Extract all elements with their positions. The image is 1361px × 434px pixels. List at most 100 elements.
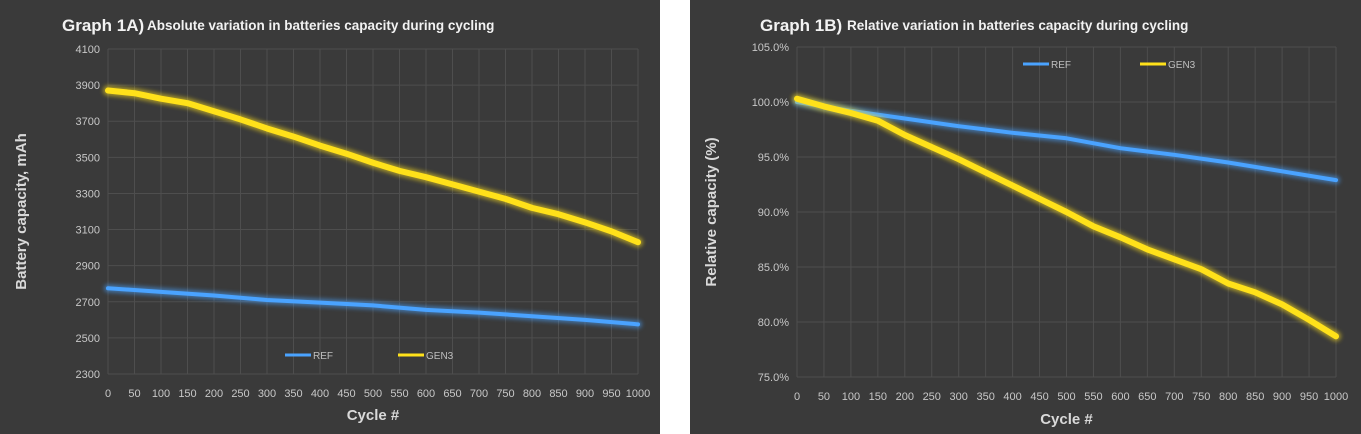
x-tick-label: 300 <box>950 391 968 403</box>
data-point-gen3 <box>292 135 295 138</box>
data-point-gen3 <box>398 169 401 173</box>
chart-absolute-capacity: 0 50 100 150 200 250 300 350 400 450 500 550 600 650 7… <box>13 16 650 424</box>
data-point-ref <box>212 294 216 297</box>
x-tick-label: 50 <box>818 391 830 403</box>
x-tick-label: 200 <box>205 388 223 400</box>
x-tick-label: 550 <box>1084 391 1102 403</box>
x-tick-label: 450 <box>1030 391 1048 403</box>
data-point-gen3 <box>557 213 560 216</box>
y-tick-label: 3500 <box>76 152 100 164</box>
data-point-gen3 <box>318 144 322 147</box>
data-point-ref <box>265 298 269 302</box>
data-point-gen3 <box>265 127 269 130</box>
x-tick-label: 500 <box>1057 391 1075 403</box>
x-tick-label: 150 <box>869 391 887 403</box>
data-point-ref <box>1065 137 1068 140</box>
data-point-gen3 <box>1280 303 1284 306</box>
data-point-ref <box>318 301 322 304</box>
data-point-ref <box>106 287 110 290</box>
x-tick-label: 50 <box>128 388 140 400</box>
x-tick-label: 1000 <box>1324 391 1348 403</box>
data-point-gen3 <box>930 145 933 149</box>
y-tick-label: 3700 <box>76 116 100 128</box>
x-tick-label: 250 <box>231 388 249 400</box>
y-tick-label: 4100 <box>76 44 100 56</box>
x-tick-label: 800 <box>1219 391 1237 403</box>
x-tick-label: 750 <box>1192 391 1210 403</box>
chart-title: Relative variation in batteries capacity… <box>847 18 1188 33</box>
data-point-gen3 <box>345 152 348 155</box>
x-tick-label: 1000 <box>626 388 650 400</box>
data-point-gen3 <box>1200 268 1203 271</box>
data-point-gen3 <box>186 101 189 105</box>
x-tick-label: 100 <box>152 388 170 400</box>
data-point-ref <box>530 315 534 318</box>
y-tick-label: 90.0% <box>758 207 789 219</box>
data-point-gen3 <box>1334 335 1338 338</box>
chart-panel-absolute: 0 50 100 150 200 250 300 350 400 450 500 550 600 650 7… <box>0 0 660 434</box>
data-point-gen3 <box>583 221 587 224</box>
data-point-ref <box>957 125 960 128</box>
chart-title-prefix: Graph 1A) <box>62 16 144 35</box>
x-tick-label: 300 <box>258 388 276 400</box>
data-point-gen3 <box>903 133 906 137</box>
data-point-ref <box>1011 131 1014 134</box>
data-point-gen3 <box>636 240 640 244</box>
data-point-ref <box>477 311 481 314</box>
data-point-ref <box>1227 161 1230 164</box>
data-point-gen3 <box>822 105 826 108</box>
x-tick-label: 200 <box>896 391 914 403</box>
x-tick-label: 700 <box>1165 391 1183 403</box>
data-point-gen3 <box>1227 282 1230 285</box>
data-point-gen3 <box>1173 258 1176 261</box>
data-point-ref <box>1280 170 1284 173</box>
x-tick-label: 400 <box>311 388 329 400</box>
data-point-gen3 <box>984 171 987 174</box>
data-point-gen3 <box>1119 236 1122 239</box>
data-point-gen3 <box>504 197 507 201</box>
data-point-gen3 <box>239 118 242 121</box>
x-tick-label: 650 <box>1138 391 1156 403</box>
x-tick-label: 450 <box>337 388 355 400</box>
x-tick-label: 550 <box>390 388 408 400</box>
x-tick-label: 350 <box>284 388 302 400</box>
y-axis-title: Battery capacity, mAh <box>13 133 30 289</box>
data-point-gen3 <box>133 92 136 95</box>
data-point-ref <box>583 318 587 322</box>
data-point-ref <box>159 290 163 294</box>
x-tick-label: 500 <box>364 388 382 400</box>
data-point-ref <box>424 308 428 312</box>
data-point-ref <box>371 304 375 307</box>
data-point-gen3 <box>106 89 110 92</box>
data-point-ref <box>1173 153 1176 156</box>
data-point-gen3 <box>477 190 481 193</box>
data-point-gen3 <box>1011 184 1014 187</box>
legend-label-gen3: GEN3 <box>426 351 454 362</box>
chart-relative-capacity: 0 50 100 150 200 250 300 350 400 450 500 550 600 650 7… <box>703 16 1348 428</box>
data-point-ref <box>1119 147 1122 150</box>
y-tick-label: 100.0% <box>752 97 790 109</box>
data-point-ref <box>903 117 906 120</box>
data-point-gen3 <box>849 111 853 115</box>
x-tick-label: 100 <box>842 391 860 403</box>
data-point-ref <box>1334 178 1338 182</box>
x-tick-label: 350 <box>976 391 994 403</box>
x-tick-label: 0 <box>105 388 111 400</box>
x-tick-label: 850 <box>549 388 567 400</box>
chart-title-prefix: Graph 1B) <box>760 16 842 35</box>
x-axis-title: Cycle # <box>347 407 400 424</box>
y-tick-label: 2300 <box>76 369 100 381</box>
x-tick-label: 600 <box>1111 391 1129 403</box>
y-tick-label: 3900 <box>76 80 100 92</box>
x-tick-label: 950 <box>602 388 620 400</box>
y-tick-label: 85.0% <box>758 262 789 274</box>
data-point-gen3 <box>795 97 799 100</box>
data-point-gen3 <box>876 119 880 122</box>
y-tick-label: 2500 <box>76 333 100 345</box>
x-axis-title: Cycle # <box>1040 411 1093 428</box>
x-tick-label: 900 <box>1273 391 1291 403</box>
data-point-gen3 <box>1146 248 1149 251</box>
data-point-gen3 <box>1253 291 1257 294</box>
legend-label-ref: REF <box>313 351 333 362</box>
data-point-gen3 <box>451 183 454 186</box>
